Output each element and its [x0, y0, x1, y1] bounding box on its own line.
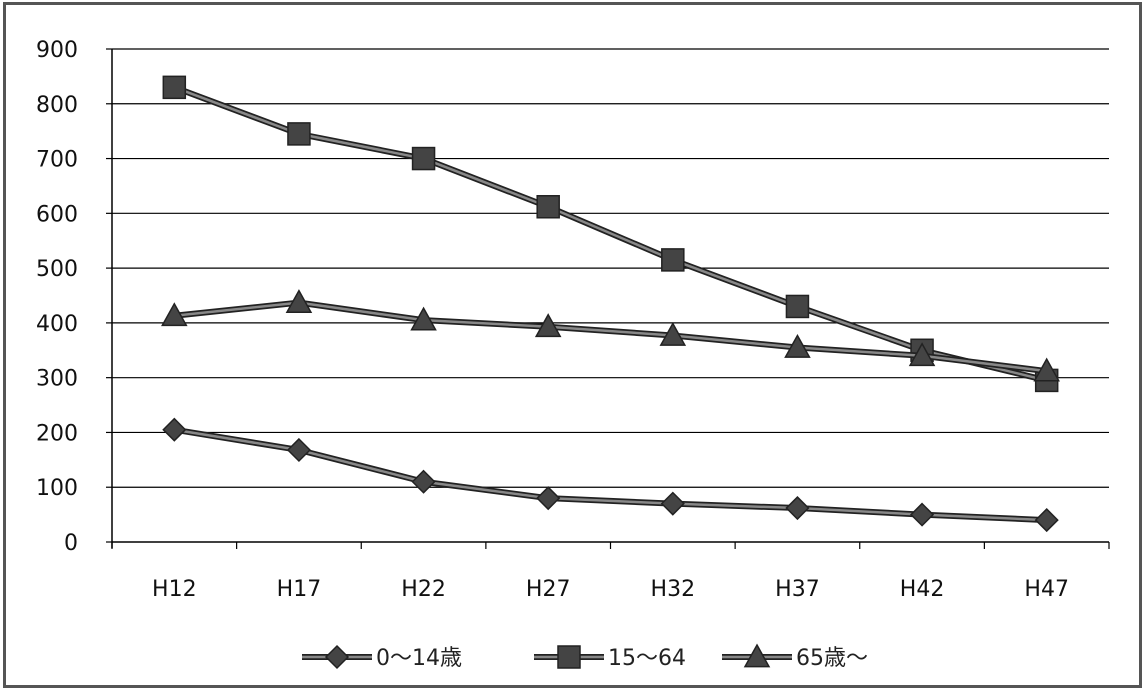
axes — [106, 48, 1110, 549]
x-tick-label: H37 — [775, 577, 820, 602]
x-tick-label: H32 — [651, 577, 696, 602]
series-line — [173, 86, 1047, 382]
y-tick-label: 100 — [36, 476, 78, 501]
y-tick-label: 500 — [36, 257, 78, 282]
x-axis-tick-labels: H12 H17 H22 H27 H32 H37 H42 H47 — [152, 577, 1069, 602]
data-point-triangle — [908, 342, 936, 367]
data-point-square — [536, 195, 560, 219]
series-triangle — [161, 289, 1060, 382]
legend-label: 65歳～ — [796, 646, 868, 671]
data-point-diamond — [411, 469, 436, 494]
legend-item: 15～64 — [534, 645, 686, 671]
data-point-triangle — [659, 321, 687, 346]
series-line — [174, 428, 1047, 522]
data-point-diamond — [162, 417, 187, 442]
legend-item: 0～14歳 — [302, 644, 462, 671]
series-line-outline — [173, 426, 1047, 524]
legend: 0～14歳 15～64 65歳～ — [302, 643, 868, 671]
x-tick-label: H42 — [900, 577, 945, 602]
y-tick-label: 600 — [36, 202, 78, 227]
legend-label: 15～64 — [608, 646, 686, 671]
y-tick-label: 200 — [36, 421, 78, 446]
y-tick-label: 400 — [36, 312, 78, 337]
legend-item: 65歳～ — [722, 643, 868, 671]
data-point-diamond — [910, 502, 935, 527]
gridlines — [112, 48, 1109, 488]
data-point-diamond — [785, 495, 810, 521]
y-tick-label: 0 — [64, 531, 78, 556]
x-tick-label: H47 — [1024, 577, 1069, 602]
data-point-triangle — [161, 302, 188, 327]
y-tick-label: 900 — [36, 38, 78, 63]
data-point-square — [162, 75, 187, 100]
series-lines — [161, 75, 1060, 533]
x-tick-label: H12 — [152, 577, 197, 602]
y-tick-label: 300 — [36, 367, 78, 392]
data-point-square — [287, 122, 311, 146]
x-tick-label: H27 — [526, 577, 571, 602]
data-point-diamond — [536, 486, 561, 511]
chart-frame: 0 100 200 300 400 500 600 700 800 900 H12 H17 H22 H2… — [3, 2, 1142, 688]
x-tick-label: H17 — [277, 577, 322, 602]
legend-label: 0～14歳 — [376, 646, 462, 671]
y-tick-label: 800 — [36, 93, 78, 118]
series-square — [162, 75, 1059, 393]
data-point-square — [785, 294, 810, 319]
x-tick-label: H22 — [401, 577, 446, 602]
line-chart: 0 100 200 300 400 500 600 700 800 900 H12 H17 H22 H2… — [36, 38, 1110, 671]
data-point-square — [411, 146, 436, 171]
y-axis-tick-labels: 0 100 200 300 400 500 600 700 800 900 — [36, 38, 78, 556]
legend-marker-square — [557, 645, 581, 669]
data-point-triangle — [534, 313, 562, 338]
data-point-diamond — [660, 491, 685, 516]
data-point-triangle — [285, 289, 313, 313]
data-point-diamond — [1034, 508, 1059, 533]
series-diamond — [162, 417, 1059, 533]
legend-marker-triangle — [743, 643, 771, 668]
data-point-triangle — [1033, 357, 1060, 382]
y-tick-label: 700 — [36, 148, 78, 173]
legend-marker-diamond — [324, 644, 350, 670]
data-point-triangle — [784, 333, 811, 358]
series-line — [174, 301, 1047, 373]
data-point-triangle — [410, 306, 437, 331]
data-point-square — [661, 248, 685, 272]
data-point-diamond — [286, 437, 311, 463]
